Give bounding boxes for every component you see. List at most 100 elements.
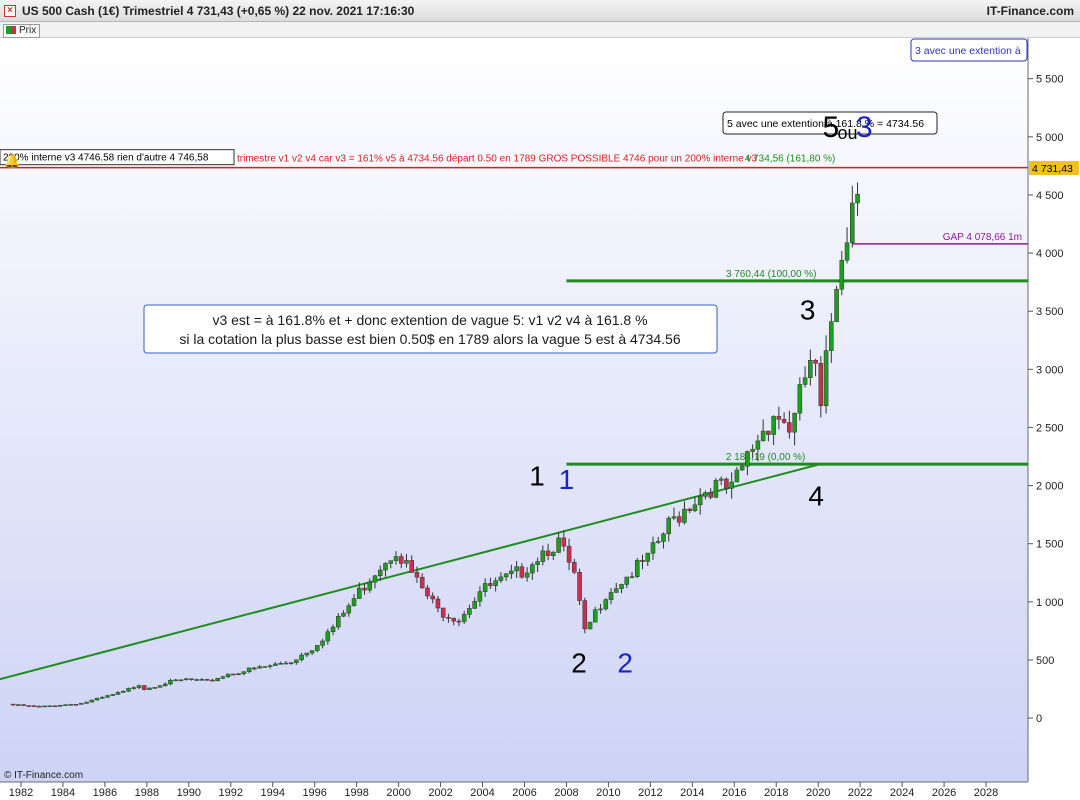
candle-up: [598, 608, 603, 611]
candle-up: [320, 640, 325, 646]
candle-up: [509, 570, 514, 574]
x-tick-label: 2000: [386, 787, 410, 799]
candle-down: [425, 587, 430, 597]
candle-up: [315, 645, 320, 651]
annotations-group: trimestre v1 v2 v4 car v3 = 161% v5 à 47…: [0, 38, 1028, 781]
candle-down: [446, 617, 451, 619]
x-tick-label: 2004: [470, 787, 494, 799]
candle-up: [79, 703, 84, 705]
candle-down: [519, 566, 525, 578]
y-tick-label: 4 000: [1036, 248, 1064, 260]
candle-up: [267, 665, 273, 667]
bell-icon[interactable]: 🔔: [4, 153, 21, 168]
box-200-text: 200% interne v3 4746.58 rien d'autre 4 7…: [3, 153, 209, 164]
candles-group: [10, 182, 860, 708]
candle-up: [493, 580, 498, 586]
candle-down: [572, 562, 577, 573]
candle-down: [362, 587, 367, 591]
candle-up: [713, 480, 719, 498]
candle-down: [687, 508, 692, 512]
x-tick-label: 2020: [806, 787, 830, 799]
candle-up: [58, 705, 63, 707]
candle-down: [577, 571, 582, 601]
candle-down: [488, 583, 493, 586]
candle-down: [52, 705, 58, 708]
wave-label-black-ou: ou: [838, 123, 858, 143]
chart-title: US 500 Cash (1€) Trimestriel 4 731,43 (+…: [22, 4, 415, 18]
x-tick-label: 2014: [680, 787, 704, 799]
candle-up: [120, 691, 126, 693]
candle-up: [42, 705, 47, 708]
candle-down: [456, 620, 462, 623]
candle-down: [566, 545, 572, 563]
candle-down: [640, 559, 645, 562]
close-icon[interactable]: ×: [4, 5, 16, 17]
candle-down: [818, 363, 824, 407]
candle-up: [808, 359, 813, 378]
candle-up: [105, 695, 110, 698]
candle-up: [634, 559, 640, 577]
box-ext3-frame: [910, 38, 1028, 62]
candle-up: [482, 583, 488, 592]
candle-up: [126, 688, 131, 692]
candle-up: [110, 694, 116, 696]
candle-up: [524, 572, 530, 578]
horizontal-lines: GAP 4 078,66 1m 3 760,44 (100,00 %) 2 184,…: [0, 161, 1079, 466]
candle-up: [771, 416, 776, 435]
candle-down: [787, 422, 792, 433]
candle-up: [157, 685, 163, 688]
candle-up: [614, 588, 619, 593]
x-tick-label: 2008: [554, 787, 578, 799]
box-200-frame: [0, 149, 235, 166]
price-chart[interactable]: 0 500 1 000 1 500 2 000 2 500 3 000 3 500 4 000 4…: [0, 38, 1080, 800]
y-tick-label: 0: [1036, 713, 1042, 725]
candle-down: [204, 679, 210, 681]
x-tick-label: 2006: [512, 787, 536, 799]
candle-up: [603, 599, 609, 610]
candle-up: [834, 288, 839, 322]
candle-up: [173, 679, 178, 682]
x-tick-label: 2024: [890, 787, 914, 799]
copyright-label: © IT-Finance.com: [4, 770, 83, 781]
fib-top-label: 4 734,56 (161,80 %): [745, 154, 836, 165]
candle-up: [63, 704, 68, 706]
candle-up: [283, 662, 289, 665]
candle-down: [419, 576, 425, 589]
y-tick-label: 5 500: [1036, 74, 1064, 86]
candle-up: [503, 573, 509, 578]
candle-down: [252, 667, 257, 670]
support-trendline: [0, 463, 819, 681]
x-tick-label: 1996: [302, 787, 326, 799]
box-ext5-frame: [722, 111, 938, 135]
candle-down: [435, 598, 441, 609]
candle-up: [498, 576, 504, 581]
x-tick-label: 1990: [177, 787, 201, 799]
candle-up: [682, 508, 687, 523]
candle-up: [540, 550, 546, 562]
candle-up: [199, 679, 205, 681]
y-tick-label: 4 500: [1036, 190, 1064, 202]
candle-up: [619, 584, 624, 589]
candle-up: [587, 621, 593, 630]
legend-prix[interactable]: Prix: [3, 24, 41, 38]
candle-down: [398, 556, 404, 564]
candle-up: [152, 687, 157, 689]
x-tick-label: 2002: [428, 787, 452, 799]
candle-up: [168, 680, 173, 685]
candle-up: [288, 662, 294, 664]
y-tick-label: 5 000: [1036, 132, 1064, 144]
candle-down: [31, 705, 37, 707]
wave-label-black-4: 4: [808, 480, 824, 511]
candle-up: [551, 552, 556, 556]
candle-up: [325, 631, 331, 642]
candle-up: [100, 696, 105, 699]
x-tick-label: 1992: [219, 787, 243, 799]
candle-down: [440, 607, 446, 618]
candle-up: [220, 676, 226, 679]
candle-up: [850, 202, 855, 243]
candle-down: [26, 705, 32, 707]
candle-up: [183, 678, 189, 681]
candle-up: [215, 678, 220, 682]
candle-up: [299, 654, 304, 661]
x-tick-label: 2018: [764, 787, 788, 799]
